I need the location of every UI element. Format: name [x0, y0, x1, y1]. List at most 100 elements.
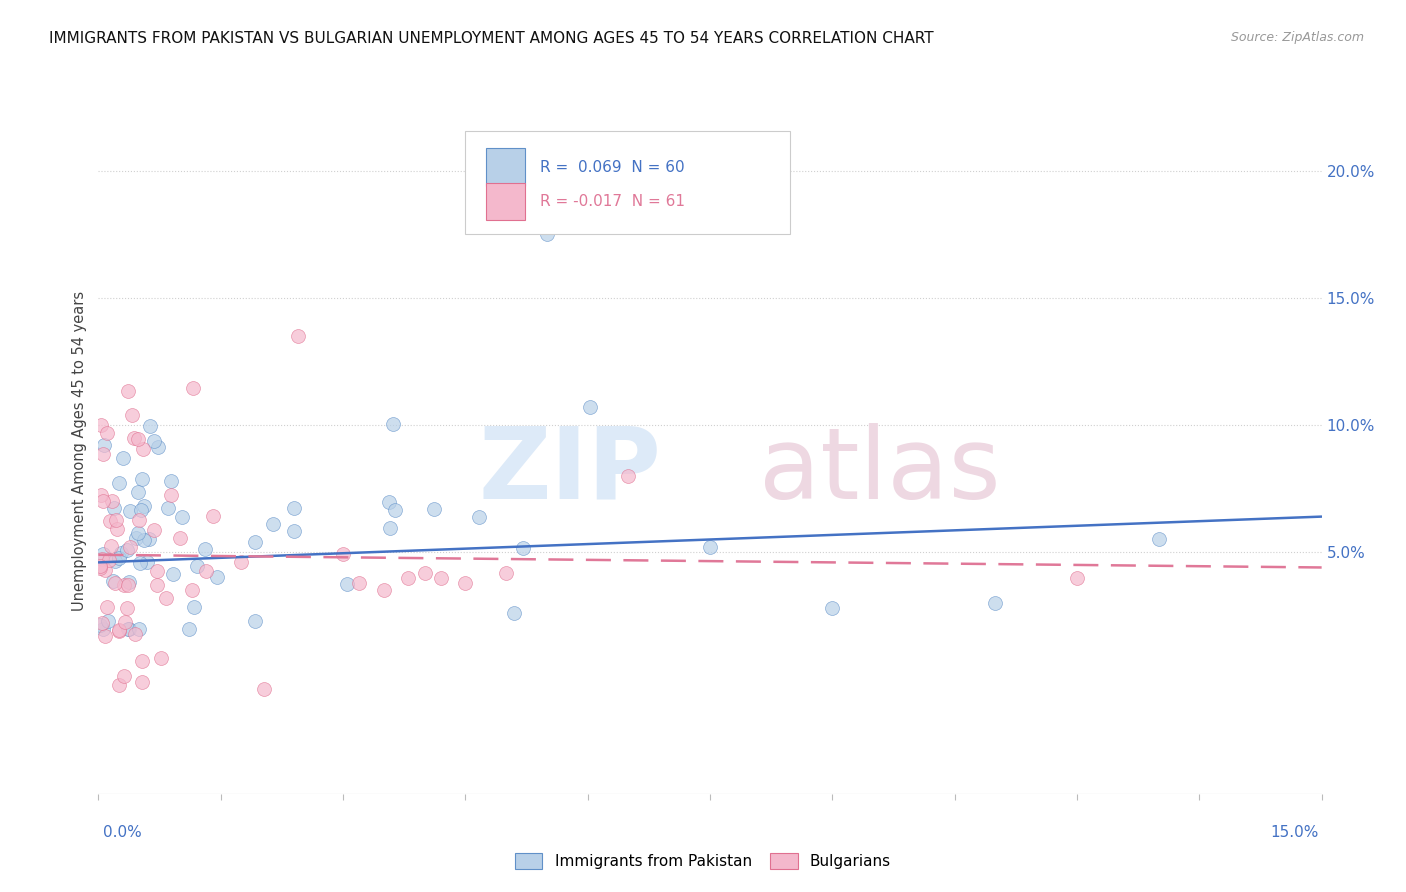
Point: [128, 622, 150, 636]
Point: [579, 401, 602, 415]
Text: Source: ZipAtlas.com: Source: ZipAtlas.com: [1230, 31, 1364, 45]
FancyBboxPatch shape: [486, 148, 526, 186]
Point: [105, 522, 128, 536]
Point: [135, 555, 157, 569]
Point: [127, 485, 149, 500]
Point: [149, 650, 172, 665]
Point: [96, 425, 118, 440]
Text: 0.0%: 0.0%: [103, 825, 142, 840]
Point: [373, 583, 395, 598]
Point: [172, 509, 194, 524]
Point: [90, 417, 112, 432]
Point: [98, 514, 121, 528]
Point: [90, 616, 112, 631]
Point: [243, 535, 266, 549]
Point: [396, 571, 419, 585]
Point: [94, 629, 117, 643]
Point: [125, 531, 148, 545]
Point: [89, 561, 111, 575]
Point: [127, 525, 149, 540]
Text: atlas: atlas: [759, 423, 1001, 519]
Point: [181, 583, 204, 598]
Point: [349, 575, 371, 590]
Point: [413, 566, 436, 580]
Point: [112, 578, 135, 592]
Text: R =  0.069  N = 60: R = 0.069 N = 60: [540, 160, 685, 175]
Point: [111, 450, 134, 465]
Point: [131, 473, 153, 487]
Point: [195, 564, 218, 578]
Point: [118, 504, 141, 518]
Point: [121, 408, 143, 422]
Point: [145, 564, 167, 578]
Point: [104, 576, 127, 591]
Point: [117, 622, 139, 636]
Point: [287, 329, 309, 343]
Point: [124, 627, 146, 641]
Point: [101, 494, 124, 508]
Point: [146, 577, 169, 591]
Point: [183, 599, 205, 614]
Point: [91, 622, 114, 636]
Point: [129, 502, 152, 516]
Point: [94, 563, 117, 577]
Point: [132, 533, 155, 547]
Point: [108, 623, 131, 637]
Point: [430, 571, 453, 585]
Point: [104, 513, 127, 527]
Point: [194, 542, 217, 557]
Point: [159, 487, 181, 501]
Point: [262, 517, 284, 532]
Point: [115, 542, 138, 557]
FancyBboxPatch shape: [465, 131, 790, 234]
Point: [468, 509, 491, 524]
Point: [108, 550, 131, 565]
Point: [90, 552, 112, 566]
Point: [90, 488, 112, 502]
Point: [821, 601, 844, 615]
Point: [108, 624, 131, 638]
Point: [157, 500, 180, 515]
Point: [127, 432, 149, 446]
Point: [155, 591, 177, 605]
Point: [114, 615, 136, 629]
Point: [169, 531, 191, 545]
Point: [186, 558, 208, 573]
Point: [117, 384, 139, 398]
Point: [91, 547, 114, 561]
Point: [984, 596, 1007, 610]
Point: [103, 501, 125, 516]
Point: [91, 494, 114, 508]
Point: [117, 574, 139, 589]
Point: [131, 674, 153, 689]
Point: [177, 622, 200, 636]
Point: [336, 576, 359, 591]
Point: [108, 475, 131, 490]
Point: [89, 618, 111, 632]
Y-axis label: Unemployment Among Ages 45 to 54 years: Unemployment Among Ages 45 to 54 years: [72, 291, 87, 610]
Point: [423, 501, 446, 516]
Point: [202, 508, 225, 523]
Point: [122, 431, 145, 445]
Point: [1147, 533, 1170, 547]
Point: [159, 474, 181, 488]
Point: [103, 574, 125, 588]
Text: 15.0%: 15.0%: [1271, 825, 1319, 840]
Point: [117, 577, 139, 591]
Point: [142, 434, 165, 448]
Legend: Immigrants from Pakistan, Bulgarians: Immigrants from Pakistan, Bulgarians: [509, 847, 897, 875]
Point: [332, 547, 354, 561]
Point: [91, 447, 114, 461]
Text: ZIP: ZIP: [478, 423, 661, 519]
Point: [138, 533, 160, 547]
Point: [97, 614, 120, 628]
Point: [96, 599, 118, 614]
Point: [1066, 571, 1088, 585]
Point: [97, 552, 120, 566]
Point: [699, 540, 721, 554]
Point: [454, 575, 477, 590]
Text: R = -0.017  N = 61: R = -0.017 N = 61: [540, 194, 685, 209]
Point: [107, 678, 129, 692]
Point: [131, 442, 153, 456]
Point: [512, 541, 534, 556]
